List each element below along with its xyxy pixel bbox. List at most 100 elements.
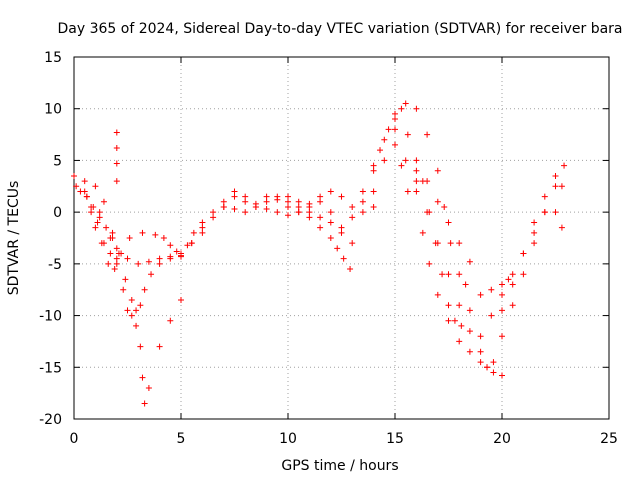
data-point bbox=[499, 291, 505, 298]
data-point bbox=[100, 198, 107, 205]
data-point bbox=[167, 317, 174, 324]
data-point bbox=[370, 162, 377, 169]
data-point bbox=[199, 224, 206, 231]
data-point bbox=[561, 162, 568, 169]
data-point bbox=[120, 286, 127, 293]
data-point bbox=[156, 260, 163, 267]
data-point bbox=[509, 281, 516, 288]
data-point bbox=[349, 240, 356, 247]
data-point bbox=[96, 209, 103, 216]
series-track-12 bbox=[370, 100, 469, 288]
data-point bbox=[509, 271, 516, 278]
x-axis-label: GPS time / hours bbox=[281, 458, 398, 474]
data-point bbox=[398, 162, 405, 169]
data-point bbox=[466, 258, 473, 265]
series-track-15 bbox=[413, 178, 505, 379]
data-point bbox=[317, 214, 324, 221]
data-point bbox=[392, 141, 398, 148]
data-point bbox=[252, 203, 259, 210]
data-point bbox=[190, 229, 197, 236]
y-tick-label: -5 bbox=[48, 257, 62, 273]
data-point bbox=[456, 302, 463, 309]
y-tick-label: -20 bbox=[39, 412, 62, 428]
data-point bbox=[531, 229, 538, 236]
data-point bbox=[349, 214, 356, 221]
data-point bbox=[338, 193, 345, 200]
data-point bbox=[424, 209, 431, 216]
data-point bbox=[477, 333, 484, 340]
data-point bbox=[359, 188, 366, 195]
data-point bbox=[242, 198, 249, 205]
data-point bbox=[359, 209, 366, 216]
data-point bbox=[370, 188, 377, 195]
data-point bbox=[167, 253, 174, 260]
x-tick-label: 15 bbox=[386, 431, 404, 447]
data-point bbox=[88, 203, 95, 210]
y-tick-label: -10 bbox=[39, 309, 62, 325]
data-point bbox=[541, 209, 548, 216]
data-point bbox=[441, 203, 448, 210]
data-point bbox=[285, 203, 291, 210]
data-point bbox=[92, 183, 99, 190]
data-point bbox=[188, 240, 195, 247]
data-point bbox=[466, 328, 473, 335]
data-point bbox=[327, 209, 334, 216]
data-point bbox=[531, 219, 538, 226]
data-point bbox=[413, 157, 420, 164]
data-point bbox=[178, 250, 184, 257]
data-point bbox=[466, 307, 473, 314]
data-point bbox=[347, 266, 354, 273]
series-track-5 bbox=[81, 188, 120, 262]
data-point bbox=[552, 209, 559, 216]
data-point bbox=[509, 302, 516, 309]
data-point bbox=[73, 183, 80, 190]
data-point bbox=[145, 258, 152, 265]
data-point bbox=[327, 235, 334, 241]
data-point bbox=[231, 188, 238, 195]
chart-title: Day 365 of 2024, Sidereal Day-to-day VTE… bbox=[57, 21, 622, 37]
data-point bbox=[520, 250, 527, 257]
data-point bbox=[392, 126, 398, 133]
data-point bbox=[327, 219, 334, 226]
plot-frame bbox=[73, 56, 610, 420]
data-point bbox=[558, 183, 565, 190]
data-point bbox=[484, 364, 491, 371]
data-point bbox=[103, 224, 110, 231]
data-point bbox=[499, 372, 505, 379]
data-point bbox=[107, 250, 114, 257]
data-point bbox=[137, 302, 144, 309]
data-point bbox=[139, 374, 146, 381]
data-point bbox=[370, 167, 377, 174]
data-point bbox=[413, 167, 420, 174]
data-point bbox=[541, 193, 548, 200]
data-point bbox=[133, 307, 140, 314]
data-point bbox=[385, 126, 392, 133]
data-point bbox=[490, 359, 497, 366]
data-point bbox=[220, 203, 227, 210]
data-point bbox=[370, 203, 377, 210]
data-point bbox=[81, 188, 88, 195]
data-point bbox=[199, 219, 206, 226]
data-point bbox=[402, 100, 409, 107]
data-point bbox=[456, 271, 463, 278]
data-point bbox=[520, 271, 527, 278]
data-point bbox=[317, 198, 324, 205]
data-point bbox=[113, 145, 120, 152]
data-point bbox=[96, 214, 103, 221]
data-point bbox=[242, 193, 249, 200]
y-tick-label: 5 bbox=[53, 153, 62, 169]
data-point bbox=[178, 297, 184, 304]
data-point bbox=[113, 260, 120, 267]
data-point bbox=[263, 206, 270, 213]
data-point bbox=[477, 359, 484, 366]
data-point bbox=[413, 178, 420, 185]
series-track-16 bbox=[466, 276, 512, 314]
data-point bbox=[173, 248, 180, 255]
data-point bbox=[231, 193, 238, 200]
data-point bbox=[128, 297, 135, 304]
data-point bbox=[338, 229, 345, 236]
data-point bbox=[113, 178, 120, 185]
data-point bbox=[317, 224, 324, 231]
data-point bbox=[413, 188, 420, 195]
